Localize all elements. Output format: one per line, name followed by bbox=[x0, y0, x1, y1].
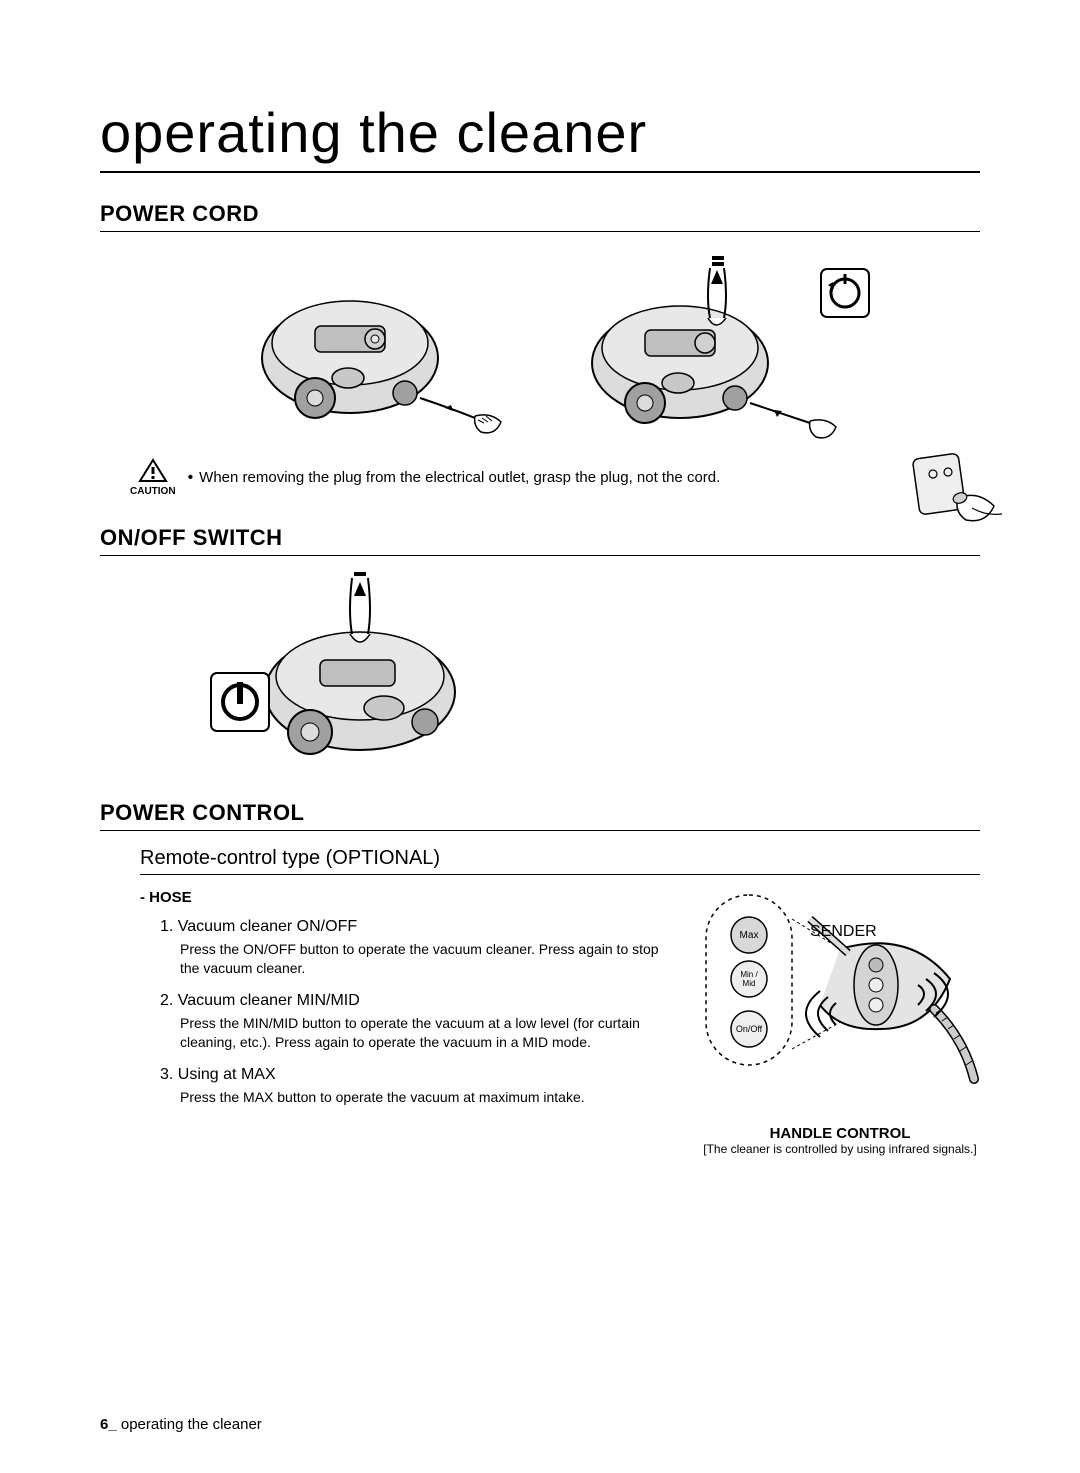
handle-control-caption: HANDLE CONTROL bbox=[770, 1125, 911, 1142]
sender-label: SENDER bbox=[810, 923, 877, 941]
svg-text:Max: Max bbox=[740, 930, 759, 941]
heading-power-control: POWER CONTROL bbox=[100, 800, 980, 831]
page-title: operating the cleaner bbox=[100, 100, 980, 173]
power-cord-illustrations bbox=[100, 248, 980, 448]
vacuum-retract-cord-illus bbox=[560, 248, 860, 448]
caution-row: CAUTION • When removing the plug from th… bbox=[130, 458, 980, 497]
remote-diagram: Max Min / Mid On/Off bbox=[700, 889, 980, 1157]
step-1-title: Vacuum cleaner ON/OFF bbox=[178, 918, 357, 935]
caution-label: CAUTION bbox=[130, 486, 176, 497]
subheading-remote-type: Remote-control type (OPTIONAL) bbox=[140, 847, 980, 875]
vacuum-pull-cord-illus bbox=[220, 248, 520, 448]
heading-power-cord: POWER CORD bbox=[100, 201, 980, 232]
svg-text:On/Off: On/Off bbox=[736, 1024, 763, 1034]
svg-text:Mid: Mid bbox=[743, 979, 756, 988]
on-off-illus bbox=[180, 572, 500, 772]
step-1: 1. Vacuum cleaner ON/OFF Press the ON/OF… bbox=[140, 918, 676, 978]
power-icon bbox=[210, 672, 270, 732]
step-3-body: Press the MAX button to operate the vacu… bbox=[180, 1088, 676, 1107]
caution-icon bbox=[138, 458, 168, 484]
step-1-body: Press the ON/OFF button to operate the v… bbox=[180, 940, 676, 978]
footer: 6_ operating the cleaner bbox=[100, 1416, 262, 1433]
step-2: 2. Vacuum cleaner MIN/MID Press the MIN/… bbox=[140, 992, 676, 1052]
caution-bullet: • bbox=[188, 469, 194, 487]
step-3: 3. Using at MAX Press the MAX button to … bbox=[140, 1066, 676, 1107]
step-3-title: Using at MAX bbox=[178, 1066, 276, 1083]
step-2-body: Press the MIN/MID button to operate the … bbox=[180, 1014, 676, 1052]
heading-on-off: ON/OFF SWITCH bbox=[100, 525, 980, 556]
footer-page-num: 6_ bbox=[100, 1416, 117, 1433]
handle-control-subcaption: [The cleaner is controlled by using infr… bbox=[703, 1142, 976, 1157]
caution-text: When removing the plug from the electric… bbox=[199, 469, 720, 487]
svg-text:Min /: Min / bbox=[740, 970, 758, 979]
outlet-illus bbox=[910, 450, 1020, 545]
step-1-num: 1. bbox=[160, 918, 173, 935]
footer-text: operating the cleaner bbox=[121, 1416, 262, 1433]
step-3-num: 3. bbox=[160, 1066, 173, 1083]
rewind-icon bbox=[820, 268, 870, 318]
hose-label: - HOSE bbox=[140, 889, 676, 906]
step-2-title: Vacuum cleaner MIN/MID bbox=[178, 992, 360, 1009]
step-2-num: 2. bbox=[160, 992, 173, 1009]
